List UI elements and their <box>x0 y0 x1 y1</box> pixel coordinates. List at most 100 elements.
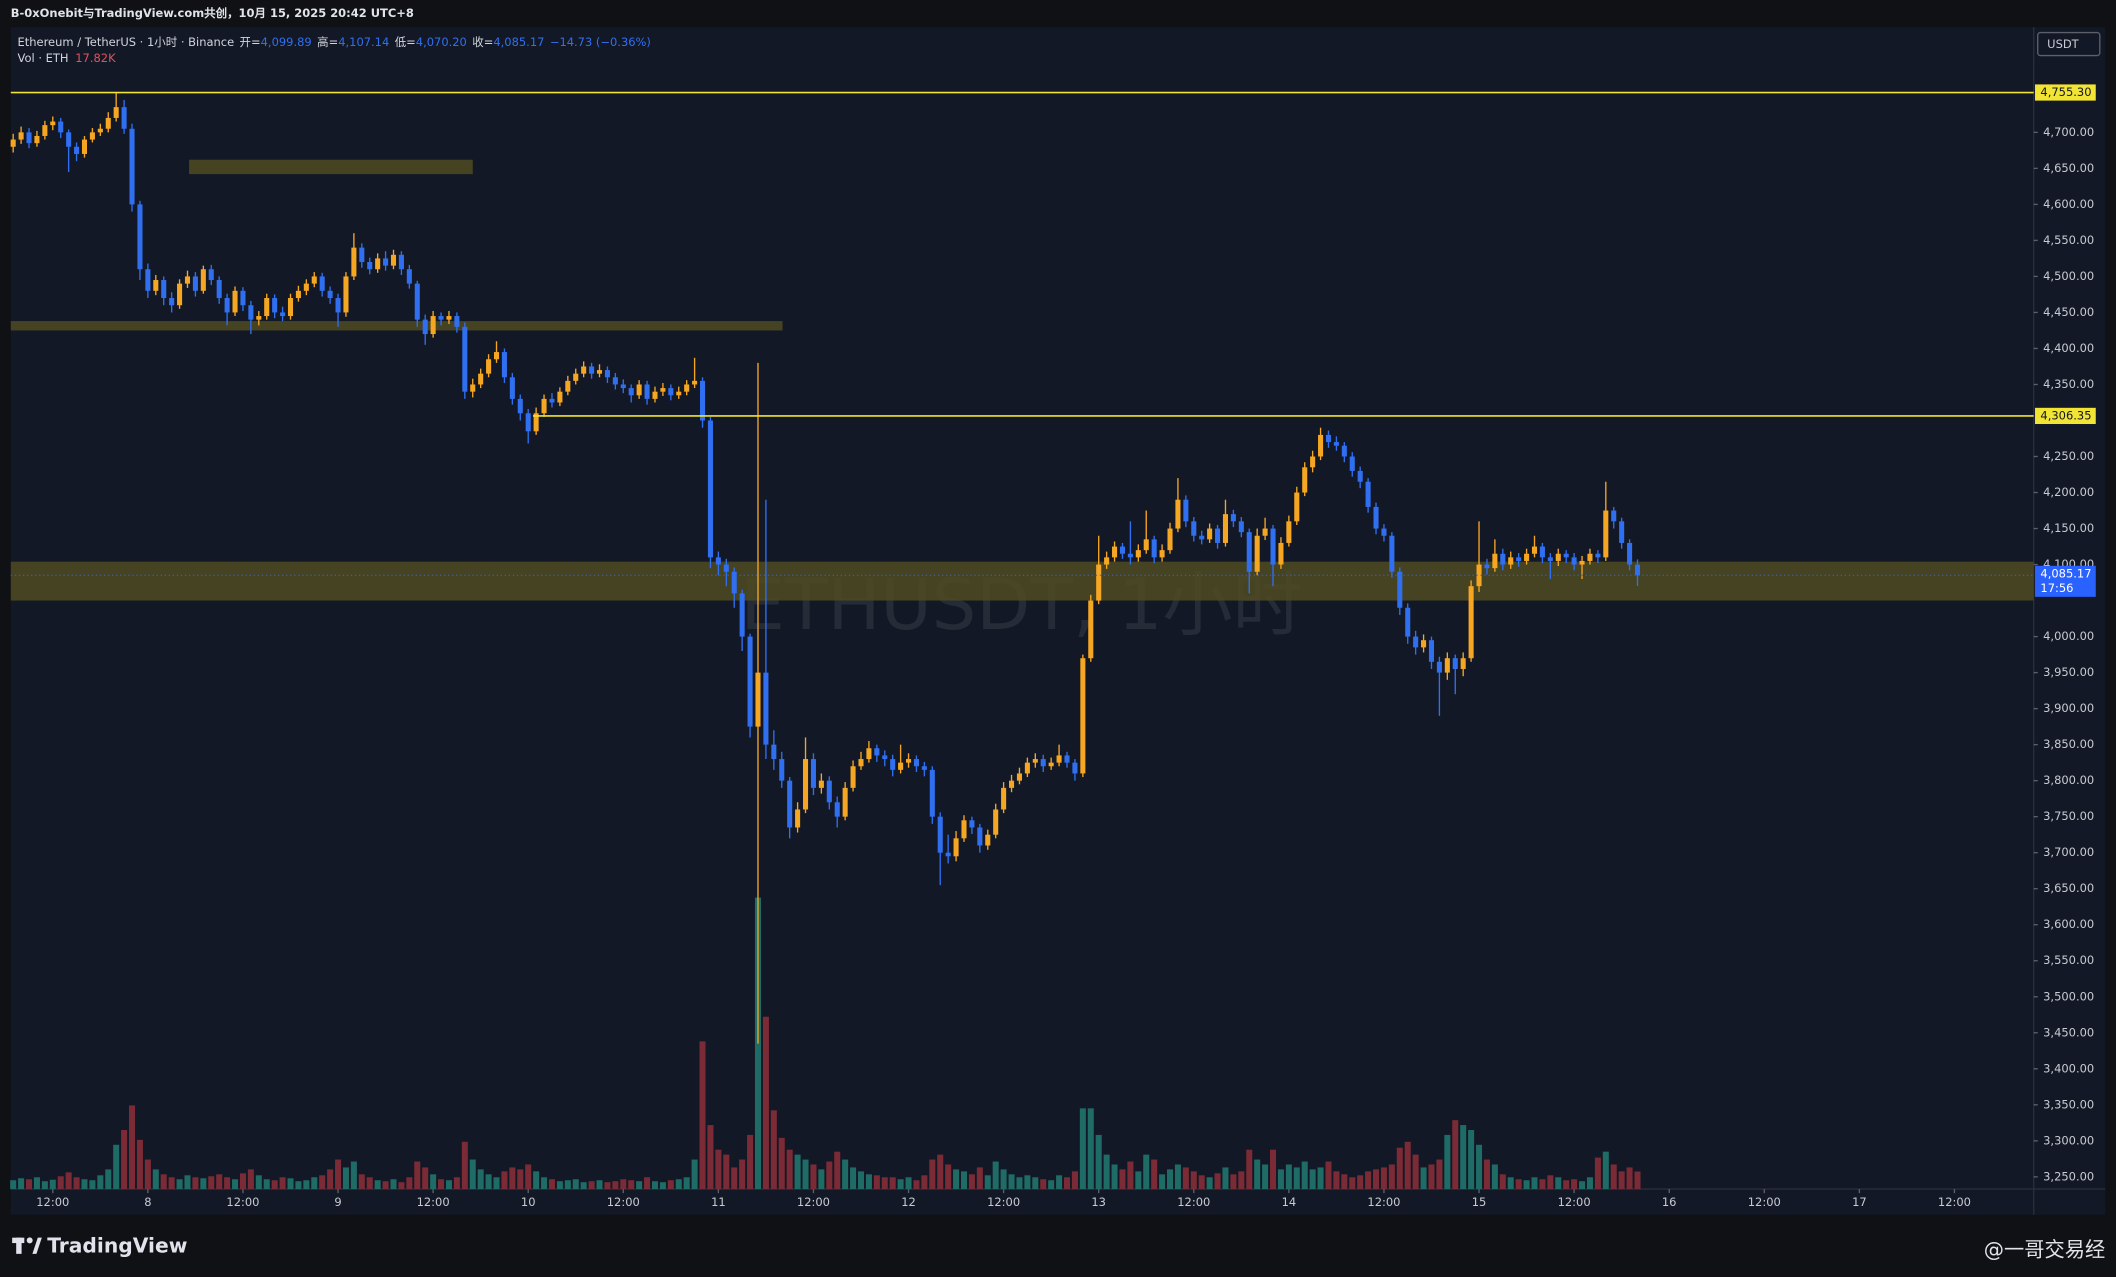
volume-bar <box>208 1176 215 1190</box>
volume-bar <box>97 1175 104 1190</box>
volume-bar <box>469 1159 476 1190</box>
volume-bar <box>1618 1171 1625 1190</box>
x-tick-label: 13 <box>1091 1195 1106 1209</box>
candle-body <box>731 571 737 594</box>
currency-box[interactable] <box>2037 31 2101 57</box>
volume-bar <box>224 1177 231 1190</box>
volume-bar <box>794 1154 801 1190</box>
volume-bar <box>1174 1164 1181 1190</box>
volume-bar <box>612 1181 619 1190</box>
candle-body <box>137 204 143 270</box>
candle-body <box>493 352 500 360</box>
candle-body <box>454 316 460 327</box>
candle-body <box>771 744 777 760</box>
brand-logo <box>12 1237 42 1254</box>
candle-body <box>311 276 317 284</box>
volume-bar <box>1436 1159 1443 1190</box>
volume-bar <box>770 1110 777 1190</box>
volume-bar <box>1531 1177 1538 1190</box>
candle-body <box>1056 755 1062 763</box>
candle-body <box>232 290 238 313</box>
candle-body <box>66 132 72 147</box>
last-price-label: 4,085.17 <box>2040 566 2091 580</box>
candle-body <box>596 370 603 374</box>
y-tick-label: 3,750.00 <box>2043 809 2094 823</box>
volume-bar <box>1309 1169 1316 1190</box>
candle-body <box>303 283 309 291</box>
candle-body <box>1341 445 1347 457</box>
candle-body <box>739 593 745 637</box>
x-tick-label: 12:00 <box>1367 1195 1400 1209</box>
volume-bar <box>810 1164 817 1190</box>
volume-bar <box>691 1159 698 1190</box>
candle-body <box>1318 434 1324 457</box>
volume-bar <box>1230 1174 1237 1190</box>
level-label: 4,755.30 <box>2040 85 2091 99</box>
currency[interactable]: USDT <box>2047 37 2080 51</box>
volume-bar <box>1420 1167 1427 1190</box>
volume-bar <box>1111 1164 1118 1190</box>
candle-body <box>707 420 713 558</box>
candle-body <box>850 766 856 788</box>
candle-body <box>256 316 262 320</box>
volume-bar <box>564 1180 571 1190</box>
volume-bar <box>184 1175 191 1190</box>
y-tick-label: 4,650.00 <box>2043 161 2094 175</box>
volume-bar <box>747 1134 754 1190</box>
level-label-box <box>2035 407 2096 425</box>
candle-body <box>1024 762 1030 774</box>
volume-bar <box>818 1169 825 1190</box>
candle-body <box>1127 553 1133 558</box>
candle-body <box>1294 492 1300 522</box>
candle-body <box>1238 521 1244 533</box>
volume-bar <box>1024 1175 1031 1190</box>
volume-bar <box>1499 1174 1506 1190</box>
candle-body <box>81 139 88 154</box>
candle-body <box>1563 553 1569 558</box>
volume-bar <box>1333 1171 1340 1190</box>
candle-body <box>1428 640 1435 662</box>
volume-bar <box>311 1177 318 1190</box>
volume-bar <box>1238 1171 1245 1190</box>
volume-bar <box>1071 1171 1078 1190</box>
candle-body <box>1619 521 1625 543</box>
candle-body <box>26 132 32 144</box>
volume-bar <box>636 1181 643 1190</box>
y-tick-label: 4,200.00 <box>2043 485 2094 499</box>
volume-bar <box>81 1179 88 1190</box>
candle-body <box>795 809 801 828</box>
candle-body <box>1048 762 1054 767</box>
candle-body <box>1531 546 1538 554</box>
y-tick-label: 4,700.00 <box>2043 125 2094 139</box>
volume-legend: Vol · ETH 17.82K <box>18 51 117 65</box>
candle-body <box>359 247 365 263</box>
candle-body <box>787 780 793 828</box>
high-label: 高= <box>317 35 338 49</box>
y-tick-label: 3,600.00 <box>2043 917 2094 931</box>
candle-body <box>1389 535 1395 572</box>
y-tick-label: 3,400.00 <box>2043 1061 2094 1075</box>
x-tick-label: 12:00 <box>36 1195 69 1209</box>
candle-body <box>890 759 896 770</box>
volume-bar <box>953 1169 960 1190</box>
volume-bar <box>160 1174 167 1190</box>
volume-bar <box>279 1177 286 1190</box>
x-tick-label: 15 <box>1472 1195 1487 1209</box>
candle-body <box>375 258 381 270</box>
volume-value: 17.82K <box>75 51 116 65</box>
volume-bar <box>200 1178 207 1190</box>
volume-bar <box>33 1177 40 1190</box>
candle-body <box>1215 528 1221 543</box>
volume-bar <box>1388 1164 1395 1190</box>
candle-body <box>1468 586 1474 659</box>
volume-bar <box>707 1125 714 1190</box>
candle-body <box>858 759 864 767</box>
candle-body <box>715 557 721 565</box>
candle-body <box>1365 481 1371 507</box>
candle-body <box>1112 546 1118 558</box>
volume-bar <box>699 1041 706 1190</box>
candle-body <box>462 326 468 392</box>
candle-body <box>1001 787 1007 810</box>
candle-body <box>1270 528 1276 565</box>
volume-bar <box>1412 1154 1419 1190</box>
